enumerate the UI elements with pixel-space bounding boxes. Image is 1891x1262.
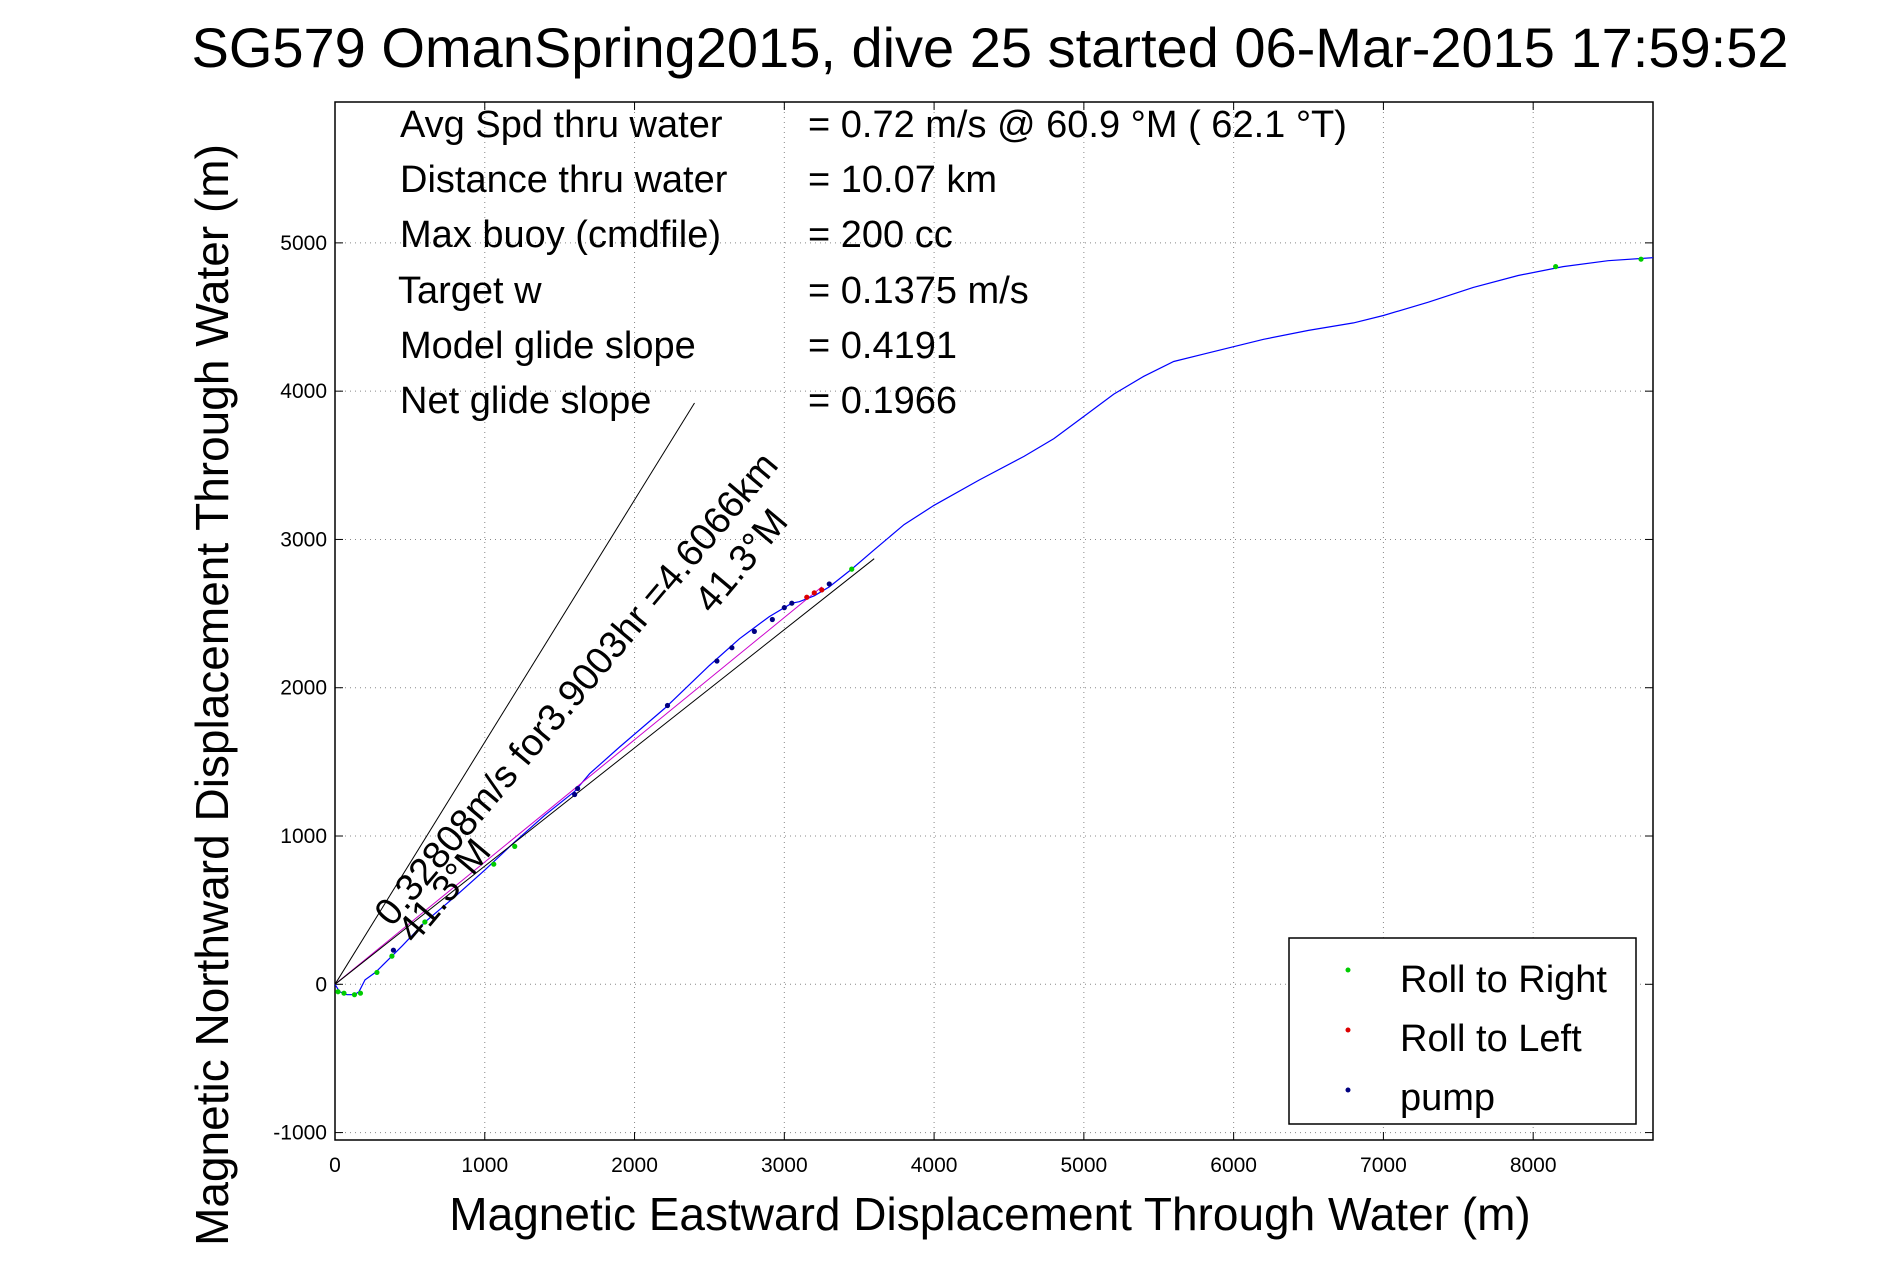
markers-roll-to-right xyxy=(335,256,1644,998)
x-tick-label: 2000 xyxy=(611,1154,658,1177)
data-point xyxy=(769,616,775,623)
series-black-line xyxy=(334,402,695,985)
data-point xyxy=(351,992,358,998)
y-tick-label: 3000 xyxy=(280,528,327,551)
legend-marker-roll-right xyxy=(1345,967,1351,973)
x-axis-label: Magnetic Eastward Displacement Through W… xyxy=(449,1188,1530,1240)
annotation-block: Avg Spd thru water = 0.72 m/s @ 60.9 °M … xyxy=(398,104,1347,422)
annotation-net-glide-value: = 0.1966 xyxy=(808,380,957,422)
y-tick-label: 0 xyxy=(315,973,327,996)
legend-label-roll-right: Roll to Right xyxy=(1400,959,1607,1001)
y-tick-label: -1000 xyxy=(273,1122,327,1145)
data-point xyxy=(357,990,364,996)
data-point xyxy=(811,590,817,596)
legend-marker-roll-left xyxy=(1345,1027,1351,1033)
legend-marker-pump xyxy=(1345,1087,1351,1093)
data-point xyxy=(575,785,581,792)
markers-roll-to-left xyxy=(804,587,825,600)
markers-pump xyxy=(390,581,832,953)
data-point xyxy=(335,989,341,995)
x-tick-label: 4000 xyxy=(911,1154,958,1177)
data-point xyxy=(422,919,428,925)
data-point xyxy=(572,791,578,798)
data-point xyxy=(512,843,518,849)
data-point xyxy=(341,990,347,996)
annotation-net-glide-label: Net glide slope xyxy=(400,380,651,422)
data-point xyxy=(491,861,497,867)
legend: Roll to Right Roll to Left pump xyxy=(1288,937,1637,1125)
series-layer xyxy=(334,256,1654,998)
data-point xyxy=(804,594,810,600)
x-tick-label: 3000 xyxy=(761,1154,808,1177)
data-point xyxy=(819,587,825,593)
data-point xyxy=(729,645,735,651)
data-point xyxy=(664,702,671,709)
data-point xyxy=(849,566,855,572)
legend-label-roll-left: Roll to Left xyxy=(1400,1018,1582,1060)
x-tick-label: 6000 xyxy=(1210,1154,1257,1177)
y-tick-label: 2000 xyxy=(280,677,327,700)
annotation-max-buoy-label: Max buoy (cmdfile) xyxy=(400,214,721,256)
series-black-line xyxy=(334,558,875,985)
x-tick-label: 0 xyxy=(329,1154,341,1177)
data-point xyxy=(781,605,787,611)
data-point xyxy=(1638,256,1644,262)
y-tick-label: 5000 xyxy=(280,232,327,255)
annotation-distance-value: = 10.07 km xyxy=(808,159,997,201)
data-point xyxy=(714,658,720,664)
annotation-model-glide-value: = 0.4191 xyxy=(808,325,957,367)
x-tick-label: 1000 xyxy=(461,1154,508,1177)
data-point xyxy=(374,969,380,976)
annotation-distance-label: Distance thru water xyxy=(400,159,728,201)
y-axis-label: Magnetic Northward Displacement Through … xyxy=(186,144,238,1246)
axis-ticks: 0 1000 2000 3000 4000 5000 6000 7000 8000-100001… xyxy=(273,102,1653,1177)
annotation-target-w-value: = 0.1375 m/s xyxy=(808,270,1029,312)
annotation-target-w-label: Target w xyxy=(398,270,542,312)
x-tick-label: 8000 xyxy=(1510,1154,1557,1177)
data-point xyxy=(789,600,795,606)
y-tick-label: 4000 xyxy=(280,380,327,403)
data-point xyxy=(389,953,395,959)
annotation-avg-speed-value: = 0.72 m/s @ 60.9 °M ( 62.1 °T) xyxy=(808,104,1347,146)
data-point xyxy=(826,581,832,587)
data-point xyxy=(390,947,397,953)
chart-title: SG579 OmanSpring2015, dive 25 started 06… xyxy=(191,16,1788,79)
legend-label-pump: pump xyxy=(1400,1077,1495,1119)
data-point xyxy=(751,628,757,634)
plot-frame xyxy=(334,101,1654,1141)
y-tick-label: 1000 xyxy=(280,825,327,848)
annotation-avg-speed-label: Avg Spd thru water xyxy=(400,104,723,146)
x-tick-label: 5000 xyxy=(1061,1154,1108,1177)
annotation-max-buoy-value: = 200 cc xyxy=(808,214,953,256)
x-tick-label: 7000 xyxy=(1360,1154,1407,1177)
series-magenta-line xyxy=(334,586,823,985)
annotation-model-glide-label: Model glide slope xyxy=(400,325,696,367)
data-point xyxy=(1553,263,1559,270)
